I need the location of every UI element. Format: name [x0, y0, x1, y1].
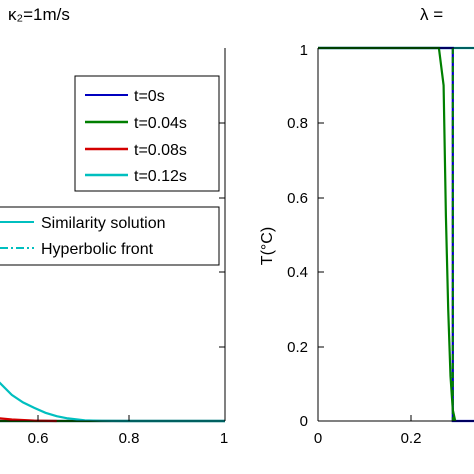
left-curves — [0, 381, 225, 423]
legend-label-t012: t=0.12s — [134, 168, 187, 185]
left-xtick-label: 0.6 — [28, 430, 49, 447]
right-ytick-label: 0 — [300, 413, 308, 430]
legend-time: t=0s t=0.04s t=0.08s t=0.12s — [74, 75, 220, 192]
series-line-t-0-12s — [0, 381, 225, 423]
left-xtick-label: 0.8 — [119, 430, 140, 447]
series-line-t-0-04s — [318, 46, 457, 422]
right-curves — [318, 46, 474, 423]
legend-label-t008: t=0.08s — [134, 142, 187, 159]
right-ytick-label: 0.4 — [287, 264, 308, 281]
left-panel-title: κ₂=1m/s — [8, 5, 70, 24]
legend-solution: Similarity solution Hyperbolic front — [0, 206, 220, 266]
right-panel-title: λ = — [420, 5, 443, 24]
right-xtick-label: 0 — [314, 430, 322, 447]
right-panel: 0 0.2 0.4 0.6 0.8 1 0 0.2 T(°C) — [259, 42, 474, 447]
legend-label-t004: t=0.04s — [134, 115, 187, 132]
legend-solution-box — [0, 206, 220, 266]
right-ytick-label: 0.6 — [287, 190, 308, 207]
legend-label-hyperbolic: Hyperbolic front — [41, 241, 154, 258]
legend-label-similarity: Similarity solution — [41, 215, 165, 232]
left-xtick-label: 1 — [220, 430, 228, 447]
right-ytick-label: 1 — [300, 42, 308, 59]
legend-label-t0: t=0s — [134, 88, 165, 105]
right-ytick-label: 0.8 — [287, 115, 308, 132]
left-panel: 0.6 0.8 1 t=0s t=0.04s t=0.08s t=0.12s S… — [0, 48, 228, 447]
legend-time-box — [74, 75, 220, 192]
right-xtick-label: 0.2 — [401, 430, 422, 447]
right-ylabel: T(°C) — [259, 227, 276, 265]
right-ytick-label: 0.2 — [287, 339, 308, 356]
